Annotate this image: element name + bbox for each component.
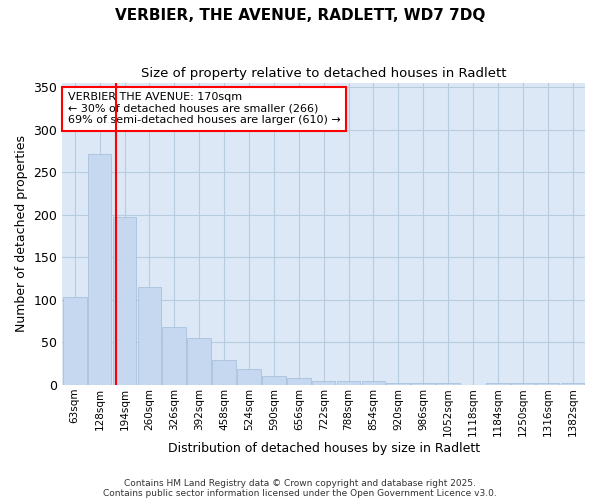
Bar bbox=[412, 383, 435, 385]
Bar bbox=[212, 360, 236, 385]
Title: Size of property relative to detached houses in Radlett: Size of property relative to detached ho… bbox=[141, 68, 506, 80]
Bar bbox=[237, 369, 261, 385]
Bar bbox=[362, 380, 385, 385]
Bar bbox=[137, 287, 161, 385]
Bar bbox=[113, 218, 136, 385]
Bar bbox=[287, 378, 311, 385]
Bar bbox=[436, 383, 460, 385]
Bar bbox=[163, 327, 186, 385]
Bar bbox=[187, 338, 211, 385]
Bar bbox=[337, 380, 361, 385]
Text: VERBIER THE AVENUE: 170sqm
← 30% of detached houses are smaller (266)
69% of sem: VERBIER THE AVENUE: 170sqm ← 30% of deta… bbox=[68, 92, 340, 126]
Text: Contains public sector information licensed under the Open Government Licence v3: Contains public sector information licen… bbox=[103, 488, 497, 498]
Y-axis label: Number of detached properties: Number of detached properties bbox=[15, 136, 28, 332]
Bar bbox=[63, 298, 86, 385]
Bar bbox=[88, 154, 112, 385]
Bar bbox=[386, 383, 410, 385]
Bar bbox=[536, 383, 559, 385]
Text: Contains HM Land Registry data © Crown copyright and database right 2025.: Contains HM Land Registry data © Crown c… bbox=[124, 478, 476, 488]
Bar bbox=[511, 383, 535, 385]
Bar bbox=[486, 383, 510, 385]
Bar bbox=[262, 376, 286, 385]
Text: VERBIER, THE AVENUE, RADLETT, WD7 7DQ: VERBIER, THE AVENUE, RADLETT, WD7 7DQ bbox=[115, 8, 485, 22]
Bar bbox=[312, 380, 335, 385]
X-axis label: Distribution of detached houses by size in Radlett: Distribution of detached houses by size … bbox=[167, 442, 480, 455]
Bar bbox=[561, 383, 584, 385]
